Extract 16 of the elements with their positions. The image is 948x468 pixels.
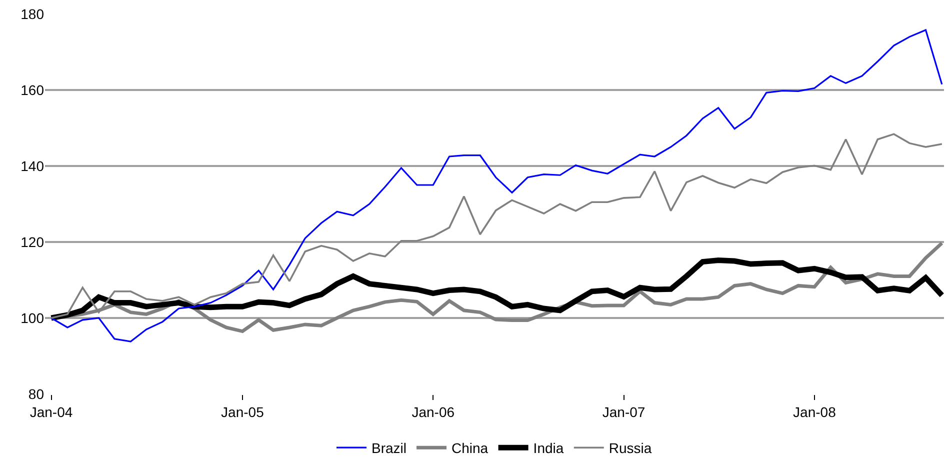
x-tick-label: Jan-04 xyxy=(30,404,73,420)
x-tick-label: Jan-08 xyxy=(793,404,836,420)
line-series xyxy=(50,29,943,342)
y-tick-label: 100 xyxy=(20,310,44,326)
y-tick-label: 120 xyxy=(20,234,44,250)
x-tick-label: Jan-05 xyxy=(221,404,264,420)
y-tick-label: 140 xyxy=(20,158,44,174)
legend-label: Brazil xyxy=(372,440,407,456)
y-tick-label: 160 xyxy=(20,82,44,98)
legend-label: India xyxy=(533,440,564,456)
legend-label: China xyxy=(452,440,488,456)
legend-label: Russia xyxy=(608,440,652,456)
x-tick-label: Jan-07 xyxy=(602,404,646,420)
y-tick-label: 80 xyxy=(28,386,44,402)
y-tick-label: 180 xyxy=(20,6,44,22)
x-tick-label: Jan-06 xyxy=(412,404,455,420)
